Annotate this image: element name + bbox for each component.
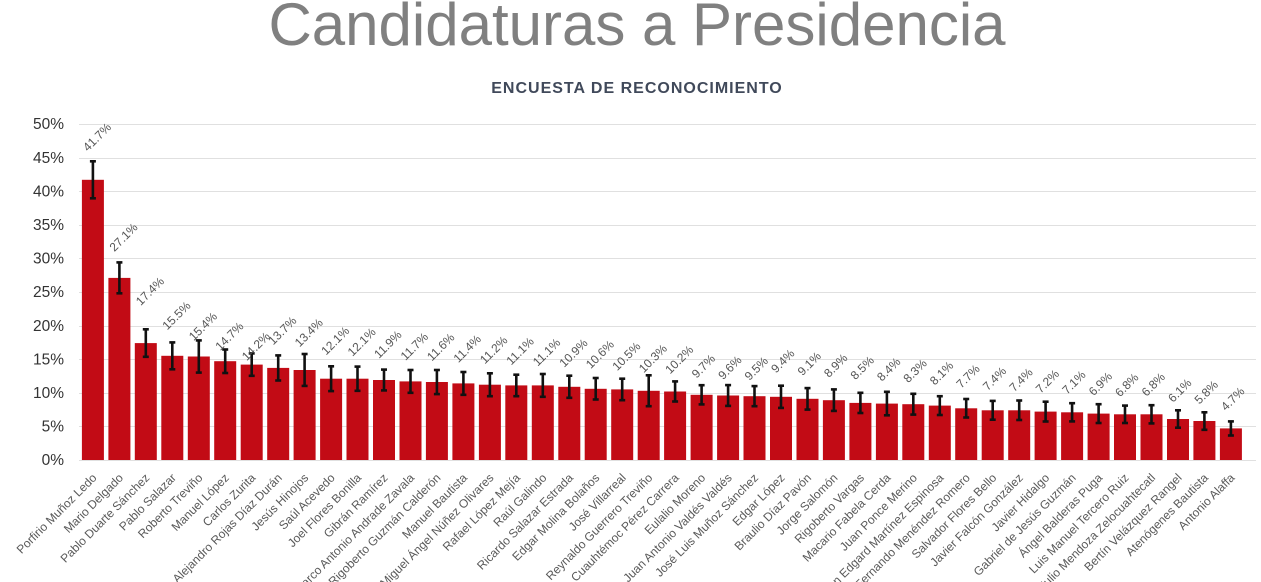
svg-text:50%: 50% — [33, 116, 64, 133]
svg-text:40%: 40% — [33, 183, 64, 200]
svg-text:Candidaturas a Presidencia: Candidaturas a Presidencia — [268, 0, 1006, 58]
svg-text:15%: 15% — [33, 351, 64, 368]
svg-text:45%: 45% — [33, 150, 64, 167]
svg-text:25%: 25% — [33, 284, 64, 301]
svg-text:30%: 30% — [33, 251, 64, 268]
svg-text:ENCUESTA DE RECONOCIMIENTO: ENCUESTA DE RECONOCIMIENTO — [491, 80, 783, 97]
svg-text:5%: 5% — [42, 419, 65, 436]
svg-text:10%: 10% — [33, 385, 64, 402]
svg-text:35%: 35% — [33, 217, 64, 234]
svg-text:20%: 20% — [33, 318, 64, 335]
svg-text:0%: 0% — [42, 452, 65, 469]
